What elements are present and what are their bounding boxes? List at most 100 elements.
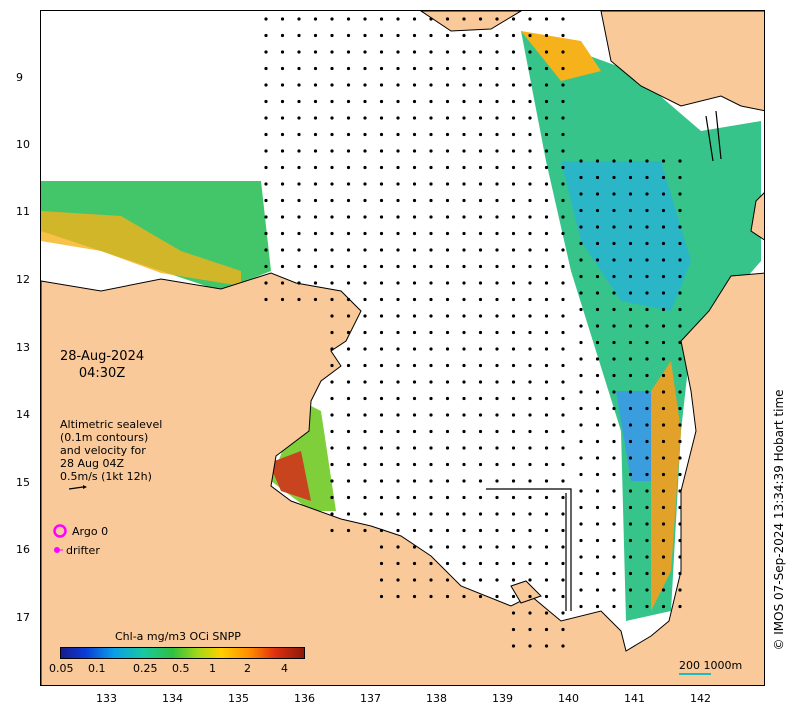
velocity-arrow <box>511 198 516 203</box>
velocity-arrow <box>561 231 565 236</box>
velocity-arrow <box>628 555 633 559</box>
velocity-arrow <box>429 545 433 549</box>
velocity-arrow <box>645 192 649 196</box>
velocity-arrow <box>445 215 450 219</box>
velocity-arrow <box>544 215 549 219</box>
velocity-arrow <box>628 274 633 279</box>
velocity-arrow <box>678 324 682 328</box>
velocity-arrow <box>528 479 532 483</box>
velocity-arrow <box>313 50 318 54</box>
velocity-arrow <box>379 281 384 285</box>
velocity-arrow <box>313 182 318 186</box>
velocity-arrow <box>412 330 417 335</box>
colorbar-title: Chl-a mg/m3 OCi SNPP <box>115 630 241 643</box>
legend-line: Altimetric sealevel <box>60 418 163 431</box>
velocity-arrow <box>528 50 532 54</box>
velocity-arrow <box>280 248 285 252</box>
velocity-arrow <box>544 198 549 203</box>
velocity-arrow <box>396 83 400 87</box>
velocity-arrow <box>511 281 516 285</box>
velocity-arrow <box>280 231 285 236</box>
velocity-arrow <box>478 33 483 38</box>
velocity-arrow <box>528 248 532 252</box>
velocity-arrow <box>379 347 384 351</box>
colorbar-tick: 0.25 <box>133 662 158 675</box>
velocity-arrow <box>678 390 682 394</box>
velocity-arrow <box>561 545 565 549</box>
velocity-arrow <box>645 538 649 543</box>
velocity-arrow <box>429 512 433 516</box>
velocity-arrow <box>429 66 433 71</box>
lon-tick-label: 142 <box>690 692 711 705</box>
velocity-arrow <box>628 538 633 543</box>
velocity-arrow <box>280 33 285 38</box>
velocity-arrow <box>495 50 499 54</box>
velocity-arrow <box>412 50 417 54</box>
velocity-arrow <box>579 489 583 493</box>
velocity-arrow <box>544 429 549 434</box>
velocity-arrow <box>478 545 483 549</box>
velocity-arrow <box>280 99 285 104</box>
velocity-arrow <box>330 116 334 120</box>
velocity-arrow <box>595 225 600 229</box>
velocity-arrow <box>612 505 616 510</box>
scale-arrow-icon <box>68 485 87 490</box>
velocity-arrow <box>544 644 549 648</box>
velocity-arrow <box>330 33 334 38</box>
velocity-arrow <box>412 297 417 302</box>
velocity-arrow <box>313 165 318 170</box>
velocity-arrow <box>628 604 633 609</box>
velocity-arrow <box>678 208 682 213</box>
velocity-arrow <box>495 99 499 104</box>
velocity-arrow <box>595 406 600 411</box>
velocity-arrow <box>412 347 417 351</box>
velocity-arrow <box>346 281 351 285</box>
velocity-arrow <box>330 215 334 219</box>
velocity-arrow <box>330 446 334 450</box>
velocity-arrow <box>280 149 285 153</box>
velocity-arrow <box>645 423 649 427</box>
velocity-arrow <box>313 99 318 104</box>
velocity-arrow <box>579 505 583 510</box>
velocity-arrow <box>280 50 285 54</box>
velocity-arrow <box>429 50 433 54</box>
velocity-arrow <box>678 538 682 543</box>
legend-line: 0.5m/s (1kt 12h) <box>60 470 152 483</box>
velocity-arrow <box>445 248 450 252</box>
velocity-arrow <box>495 297 499 302</box>
velocity-arrow <box>330 479 334 483</box>
velocity-arrow <box>297 231 301 236</box>
velocity-arrow <box>396 297 400 302</box>
velocity-arrow <box>297 50 301 54</box>
velocity-arrow <box>445 578 450 582</box>
velocity-arrow <box>511 99 516 104</box>
velocity-arrow <box>363 17 367 21</box>
velocity-arrow <box>445 297 450 302</box>
velocity-arrow <box>544 347 549 351</box>
velocity-arrow <box>528 215 532 219</box>
velocity-arrow <box>478 512 483 516</box>
velocity-arrow <box>645 357 649 361</box>
velocity-arrow <box>544 182 549 186</box>
velocity-arrow <box>412 363 417 368</box>
velocity-arrow <box>363 264 367 269</box>
velocity-arrow <box>645 291 649 295</box>
velocity-arrow <box>412 83 417 87</box>
velocity-arrow <box>595 604 600 609</box>
velocity-arrow <box>379 149 384 153</box>
velocity-arrow <box>528 149 532 153</box>
velocity-arrow <box>346 330 351 335</box>
velocity-arrow <box>511 594 516 599</box>
velocity-arrow <box>346 297 351 302</box>
velocity-arrow <box>462 528 466 533</box>
velocity-arrow <box>346 198 351 203</box>
velocity-arrow <box>528 462 532 467</box>
velocity-arrow <box>612 324 616 328</box>
velocity-arrow <box>379 462 384 467</box>
velocity-arrow <box>445 429 450 434</box>
velocity-arrow <box>412 528 417 533</box>
velocity-arrow <box>445 594 450 599</box>
lat-tick-label: 12 <box>16 273 30 286</box>
velocity-arrow <box>661 522 666 526</box>
velocity-arrow <box>462 495 466 500</box>
